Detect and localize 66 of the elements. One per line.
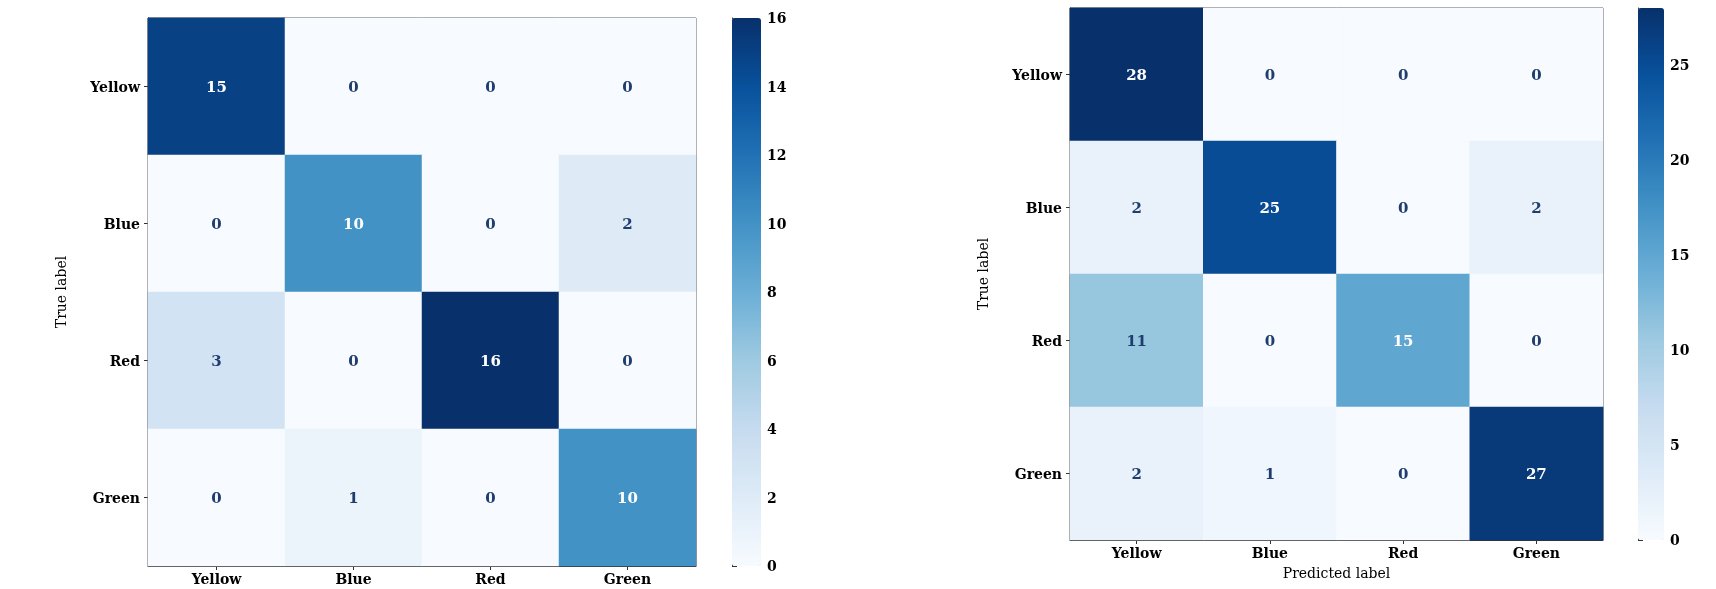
data-label: 16	[480, 351, 501, 370]
x-tick-label: Green	[1512, 545, 1561, 561]
data-label: 15	[1392, 331, 1414, 350]
x-tick-label: Red	[475, 571, 506, 587]
color-bar-label: 4	[767, 421, 777, 437]
data-label: 0	[348, 77, 359, 96]
y-tick-label: Blue	[103, 215, 141, 232]
color-bar-label: 10	[1670, 342, 1690, 358]
data-label: 11	[1126, 331, 1148, 350]
data-label: 15	[206, 77, 227, 96]
x-tick-label: Blue	[335, 571, 372, 587]
x-tick-label: Yellow	[1110, 545, 1163, 561]
x-tick-label: Red	[1387, 545, 1419, 561]
color-bar-label: 20	[1670, 152, 1690, 168]
data-label: 0	[485, 77, 496, 96]
color-bar-label: 8	[767, 284, 777, 300]
y-tick-label: Blue	[1025, 199, 1063, 216]
data-label: 2	[622, 214, 633, 233]
data-label: 25	[1259, 198, 1281, 217]
y-axis-title: True label	[975, 237, 991, 311]
data-label: 0	[485, 488, 496, 507]
data-label: 2	[1131, 464, 1142, 483]
y-tick-label: Yellow	[1011, 66, 1063, 83]
color-bar-label: 10	[767, 215, 787, 232]
color-bar-label: 2	[767, 489, 777, 506]
data-label: 0	[485, 214, 496, 233]
color-bar-label: 6	[767, 352, 777, 369]
data-label: 0	[211, 214, 222, 233]
data-label: 0	[622, 77, 633, 96]
data-label: 3	[211, 351, 222, 370]
y-axis-title: True label	[53, 255, 69, 329]
color-bar-label: 5	[1670, 437, 1680, 453]
data-label: 1	[348, 488, 359, 507]
x-tick-label: Green	[603, 571, 652, 587]
y-tick-label: Green	[1014, 465, 1062, 482]
data-label: 0	[1531, 331, 1542, 350]
color-bar-label: 12	[767, 147, 787, 163]
data-label: 0	[1397, 198, 1409, 217]
color-bar-label: 14	[767, 78, 787, 95]
x-axis-title: Predicted label	[1282, 565, 1391, 581]
data-label: 0	[348, 351, 359, 370]
color-bar-label: 25	[1670, 57, 1690, 73]
data-label: 27	[1525, 464, 1547, 483]
data-label: 0	[1264, 65, 1276, 84]
data-label: 1	[1264, 464, 1276, 483]
data-label: 0	[1264, 331, 1276, 350]
x-tick-label: Yellow	[190, 571, 243, 587]
data-label: 0	[1397, 464, 1409, 483]
y-tick-label: Red	[1031, 332, 1063, 349]
data-label: 0	[1397, 65, 1409, 84]
y-tick-label: Red	[109, 352, 141, 369]
data-label: 10	[617, 488, 638, 507]
color-bar-label: 0	[767, 558, 777, 574]
data-label: 0	[211, 488, 222, 507]
color-bar-label: 15	[1670, 247, 1690, 263]
data-label: 28	[1126, 65, 1148, 84]
data-label: 0	[622, 351, 633, 370]
data-label: 2	[1531, 198, 1542, 217]
data-label: 0	[1531, 65, 1542, 84]
data-label: 2	[1131, 198, 1142, 217]
color-bar-label: 16	[767, 10, 787, 26]
data-label: 10	[343, 214, 364, 233]
x-tick-label: Blue	[1251, 545, 1289, 561]
color-bar-label: 0	[1670, 532, 1680, 548]
y-tick-label: Green	[92, 489, 140, 506]
y-tick-label: Yellow	[89, 78, 141, 95]
